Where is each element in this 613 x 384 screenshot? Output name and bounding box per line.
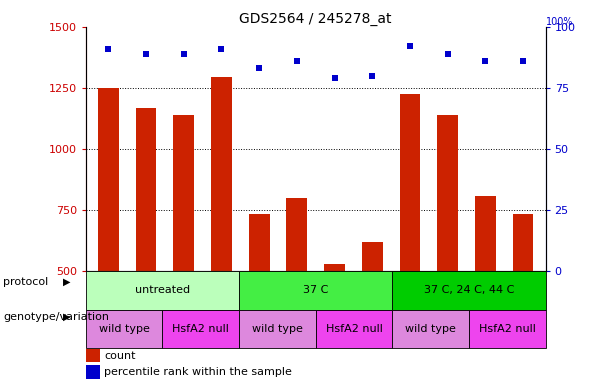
Text: 37 C, 24 C, 44 C: 37 C, 24 C, 44 C xyxy=(424,285,514,295)
Bar xyxy=(475,195,496,271)
Bar xyxy=(392,271,546,310)
Bar xyxy=(162,310,239,348)
Text: 37 C: 37 C xyxy=(303,285,329,295)
Bar xyxy=(286,198,307,271)
Bar xyxy=(400,94,421,271)
Bar xyxy=(86,310,162,348)
Text: ▶: ▶ xyxy=(63,277,70,287)
Text: genotype/variation: genotype/variation xyxy=(3,312,109,322)
Bar xyxy=(239,310,316,348)
Bar xyxy=(324,264,345,271)
Text: count: count xyxy=(104,351,135,361)
Text: HsfA2 null: HsfA2 null xyxy=(326,324,383,334)
Title: GDS2564 / 245278_at: GDS2564 / 245278_at xyxy=(240,12,392,26)
Bar xyxy=(512,214,533,271)
Bar xyxy=(392,310,469,348)
Text: wild type: wild type xyxy=(252,324,303,334)
Text: percentile rank within the sample: percentile rank within the sample xyxy=(104,367,292,377)
Bar xyxy=(86,366,100,379)
Bar xyxy=(98,88,119,271)
Text: wild type: wild type xyxy=(99,324,150,334)
Text: wild type: wild type xyxy=(405,324,456,334)
Bar xyxy=(437,115,458,271)
Text: ▶: ▶ xyxy=(63,312,70,322)
Bar xyxy=(135,108,156,271)
Bar xyxy=(469,310,546,348)
Bar xyxy=(239,271,392,310)
Text: HsfA2 null: HsfA2 null xyxy=(172,324,229,334)
Text: HsfA2 null: HsfA2 null xyxy=(479,324,536,334)
Bar xyxy=(173,115,194,271)
Bar xyxy=(86,271,239,310)
Text: protocol: protocol xyxy=(3,277,48,287)
Bar xyxy=(249,214,270,271)
Text: 100%: 100% xyxy=(546,17,573,27)
Bar xyxy=(362,242,383,271)
Bar xyxy=(316,310,392,348)
Text: untreated: untreated xyxy=(135,285,190,295)
Bar xyxy=(86,349,100,362)
Bar xyxy=(211,77,232,271)
